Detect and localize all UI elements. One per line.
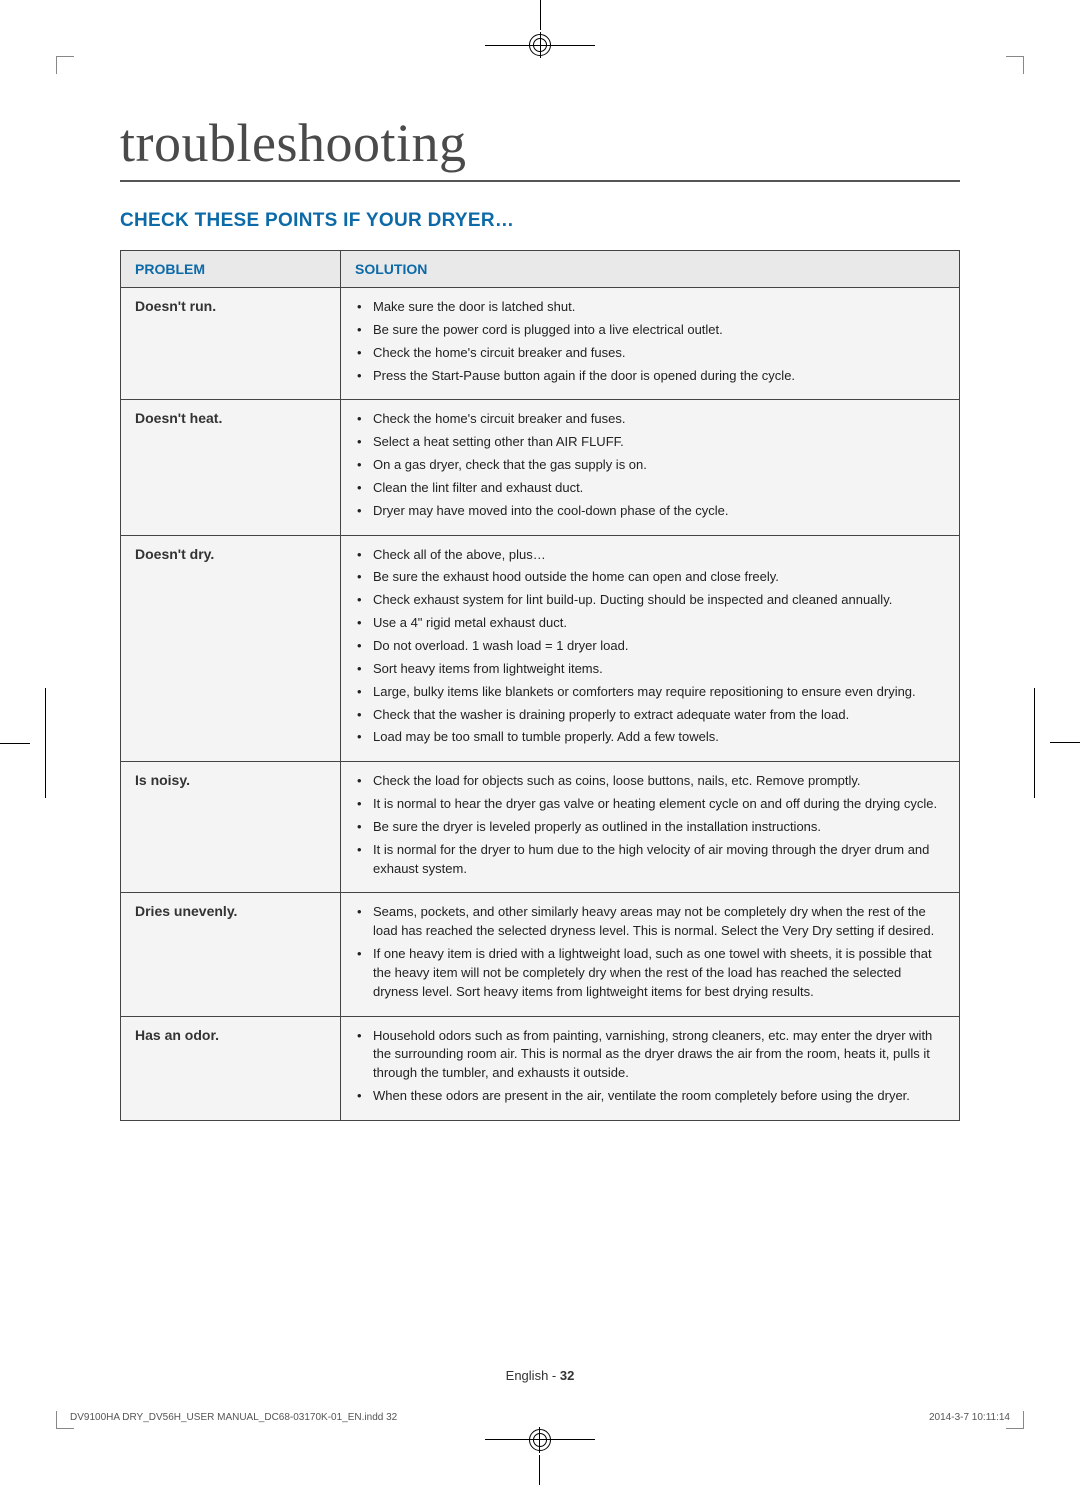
table-row: Is noisy. Check the load for objects such… bbox=[121, 762, 960, 893]
problem-cell: Doesn't run. bbox=[121, 288, 341, 400]
crop-mark-left bbox=[0, 688, 58, 798]
table-row: Has an odor.Household odors such as from… bbox=[121, 1016, 960, 1120]
footer-page-number: 32 bbox=[560, 1368, 574, 1383]
solution-item: On a gas dryer, check that the gas suppl… bbox=[355, 456, 945, 475]
solution-item: Check the home's circuit breaker and fus… bbox=[355, 344, 945, 363]
table-row: Doesn't dry.Check all of the above, plus… bbox=[121, 535, 960, 762]
problem-cell: Dries unevenly. bbox=[121, 893, 341, 1016]
solution-item: Seams, pockets, and other similarly heav… bbox=[355, 903, 945, 941]
crop-mark-right bbox=[1022, 688, 1080, 798]
section-heading: CHECK THESE POINTS IF YOUR DRYER… bbox=[120, 210, 960, 232]
solution-item: When these odors are present in the air,… bbox=[355, 1087, 945, 1106]
solution-cell: Seams, pockets, and other similarly heav… bbox=[341, 893, 960, 1016]
solution-item: Do not overload. 1 wash load = 1 dryer l… bbox=[355, 637, 945, 656]
solution-list: Household odors such as from painting, v… bbox=[355, 1027, 945, 1106]
solution-item: Be sure the dryer is leveled properly as… bbox=[355, 818, 945, 837]
solution-cell: Check all of the above, plus… Be sure the… bbox=[341, 535, 960, 762]
footer-timestamp: 2014-3-7 10:11:14 bbox=[929, 1412, 1010, 1423]
solution-item: If one heavy item is dried with a lightw… bbox=[355, 945, 945, 1002]
solution-cell: Check the home's circuit breaker and fus… bbox=[341, 400, 960, 535]
table-row: Dries unevenly. Seams, pockets, and other… bbox=[121, 893, 960, 1016]
solution-item: Select a heat setting other than AIR FLU… bbox=[355, 433, 945, 452]
solution-list: Check the load for objects such as coins… bbox=[355, 772, 945, 878]
solution-list: Check the home's circuit breaker and fus… bbox=[355, 410, 945, 520]
solution-item: Dryer may have moved into the cool-down … bbox=[355, 502, 945, 521]
col-header-problem: PROBLEM bbox=[121, 251, 341, 288]
solution-item: Load may be too small to tumble properly… bbox=[355, 728, 945, 747]
solution-cell: Check the load for objects such as coins… bbox=[341, 762, 960, 893]
solution-item: Check that the washer is draining proper… bbox=[355, 706, 945, 725]
solution-item: Check the home's circuit breaker and fus… bbox=[355, 410, 945, 429]
table-header-row: PROBLEM SOLUTION bbox=[121, 251, 960, 288]
trim-corner-tr bbox=[1006, 56, 1024, 74]
trim-corner-tl bbox=[56, 56, 74, 74]
crop-mark-bottom bbox=[485, 1427, 595, 1485]
problem-cell: Has an odor. bbox=[121, 1016, 341, 1120]
solution-item: Use a 4" rigid metal exhaust duct. bbox=[355, 614, 945, 633]
solution-item: Check all of the above, plus… bbox=[355, 546, 945, 565]
problem-cell: Doesn't dry. bbox=[121, 535, 341, 762]
problem-cell: Doesn't heat. bbox=[121, 400, 341, 535]
solution-item: Check exhaust system for lint build-up. … bbox=[355, 591, 945, 610]
page-title: troubleshooting bbox=[120, 112, 960, 182]
problem-cell: Is noisy. bbox=[121, 762, 341, 893]
solution-list: Check all of the above, plus… Be sure the… bbox=[355, 546, 945, 748]
solution-item: Household odors such as from painting, v… bbox=[355, 1027, 945, 1084]
content-area: troubleshooting CHECK THESE POINTS IF YO… bbox=[120, 112, 960, 1355]
solution-item: Be sure the exhaust hood outside the hom… bbox=[355, 568, 945, 587]
solution-item: It is normal to hear the dryer gas valve… bbox=[355, 795, 945, 814]
solution-item: Check the load for objects such as coins… bbox=[355, 772, 945, 791]
table-row: Doesn't heat. Check the home's circuit br… bbox=[121, 400, 960, 535]
footer-doc-id: DV9100HA DRY_DV56H_USER MANUAL_DC68-0317… bbox=[70, 1412, 397, 1423]
page-root: troubleshooting CHECK THESE POINTS IF YO… bbox=[0, 0, 1080, 1485]
troubleshooting-table: PROBLEM SOLUTION Doesn't run.Make sure t… bbox=[120, 250, 960, 1121]
crop-mark-top bbox=[485, 0, 595, 58]
col-header-solution: SOLUTION bbox=[341, 251, 960, 288]
solution-list: Seams, pockets, and other similarly heav… bbox=[355, 903, 945, 1001]
solution-item: Make sure the door is latched shut. bbox=[355, 298, 945, 317]
solution-cell: Household odors such as from painting, v… bbox=[341, 1016, 960, 1120]
table-row: Doesn't run.Make sure the door is latche… bbox=[121, 288, 960, 400]
footer-meta: DV9100HA DRY_DV56H_USER MANUAL_DC68-0317… bbox=[70, 1412, 1010, 1423]
solution-item: Be sure the power cord is plugged into a… bbox=[355, 321, 945, 340]
solution-item: Sort heavy items from lightweight items. bbox=[355, 660, 945, 679]
solution-cell: Make sure the door is latched shut. Be su… bbox=[341, 288, 960, 400]
solution-item: Large, bulky items like blankets or comf… bbox=[355, 683, 945, 702]
solution-list: Make sure the door is latched shut. Be su… bbox=[355, 298, 945, 385]
solution-item: It is normal for the dryer to hum due to… bbox=[355, 841, 945, 879]
page-number-footer: English - 32 bbox=[0, 1368, 1080, 1383]
solution-item: Press the Start-Pause button again if th… bbox=[355, 367, 945, 386]
footer-lang: English - bbox=[506, 1368, 560, 1383]
solution-item: Clean the lint filter and exhaust duct. bbox=[355, 479, 945, 498]
